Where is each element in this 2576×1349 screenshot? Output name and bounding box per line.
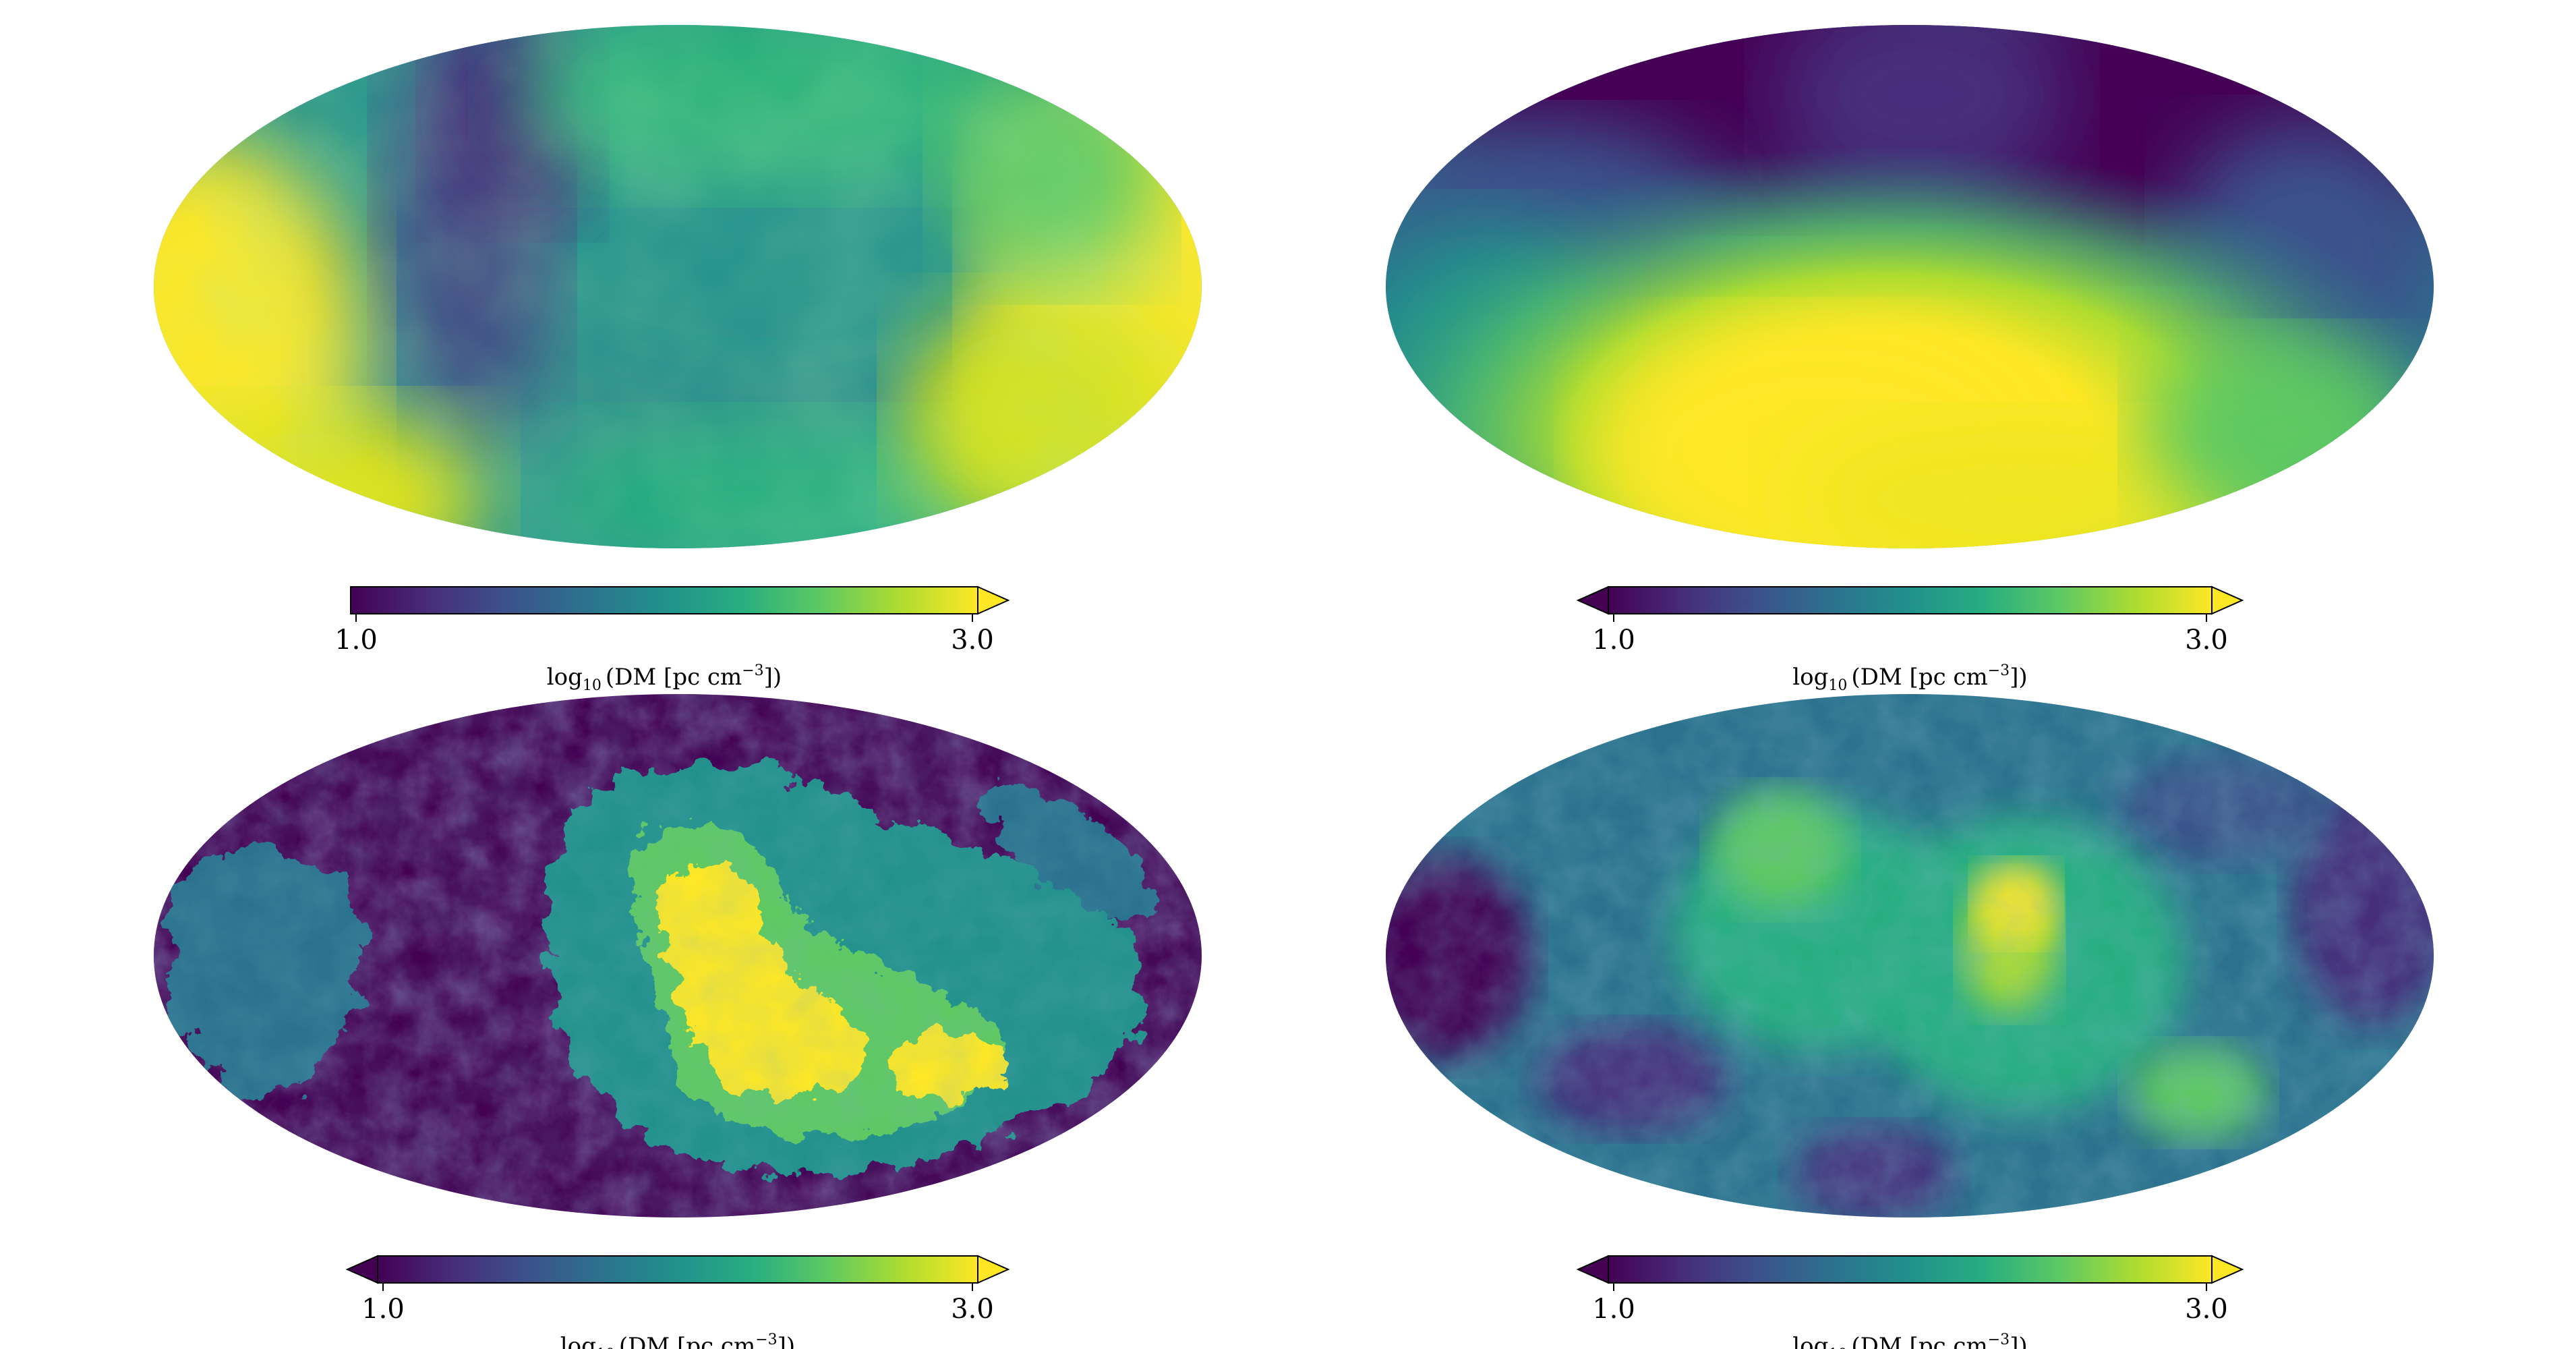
colorbar-top-left: 1.0 3.0 log10 (DM [pc cm−3]) xyxy=(334,585,1010,694)
map-bottom-right xyxy=(1386,694,2434,1217)
colorbars: 1.0 3.0 log10 (DM [pc cm−3]) 1.0 3.0 log10 (DM … xyxy=(334,585,2244,1349)
colorbar-max-extend xyxy=(2211,585,2244,615)
colorbar-max-extend xyxy=(977,1255,1010,1284)
colorbar-label: log10(DM [pc cm−3]) xyxy=(1792,1331,2027,1349)
colorbar-top-right: 1.0 3.0 log10 (DM [pc cm−3]) xyxy=(1576,585,2244,694)
map-top-left xyxy=(154,25,1202,548)
colorbar-max-extend xyxy=(2211,1255,2244,1284)
colorbar-tick-label: 3.0 xyxy=(2185,1294,2228,1325)
colorbar-tick-label: 1.0 xyxy=(1592,1294,1635,1325)
colorbar-tick-label: 1.0 xyxy=(361,1294,405,1325)
colorbar-tick-label: 3.0 xyxy=(951,625,994,656)
colorbar-label: log10(DM [pc cm−3]) xyxy=(1792,662,2027,694)
colorbar-min-extend xyxy=(1576,1255,1609,1284)
colorbar-tick-label: 3.0 xyxy=(951,1294,994,1325)
colorbar-min-extend xyxy=(1576,585,1609,615)
colorbar-bottom-right: 1.0 3.0 log10(DM [pc cm−3]) xyxy=(1576,1255,2244,1349)
colorbar-gradient xyxy=(377,1255,978,1284)
colorbar-gradient xyxy=(1608,1255,2213,1284)
colorbar-tick-label: 3.0 xyxy=(2185,625,2228,656)
map-top-right xyxy=(1386,25,2434,548)
map-bottom-left xyxy=(154,694,1202,1217)
colorbar-label: log10(DM [pc cm−3]) xyxy=(560,1331,795,1349)
colorbar-gradient xyxy=(1608,586,2213,614)
colorbar-min-extend xyxy=(345,1255,378,1284)
colorbar-max-extend xyxy=(977,585,1010,615)
colorbar-tick-label: 1.0 xyxy=(1592,625,1635,656)
colorbar-bottom-left: 1.0 3.0 log10(DM [pc cm−3]) xyxy=(345,1255,1010,1349)
colorbar-tick-label: 1.0 xyxy=(334,625,378,656)
colorbar-label: log10(DM [pc cm−3]) xyxy=(547,662,782,694)
colorbar-gradient xyxy=(350,586,978,614)
